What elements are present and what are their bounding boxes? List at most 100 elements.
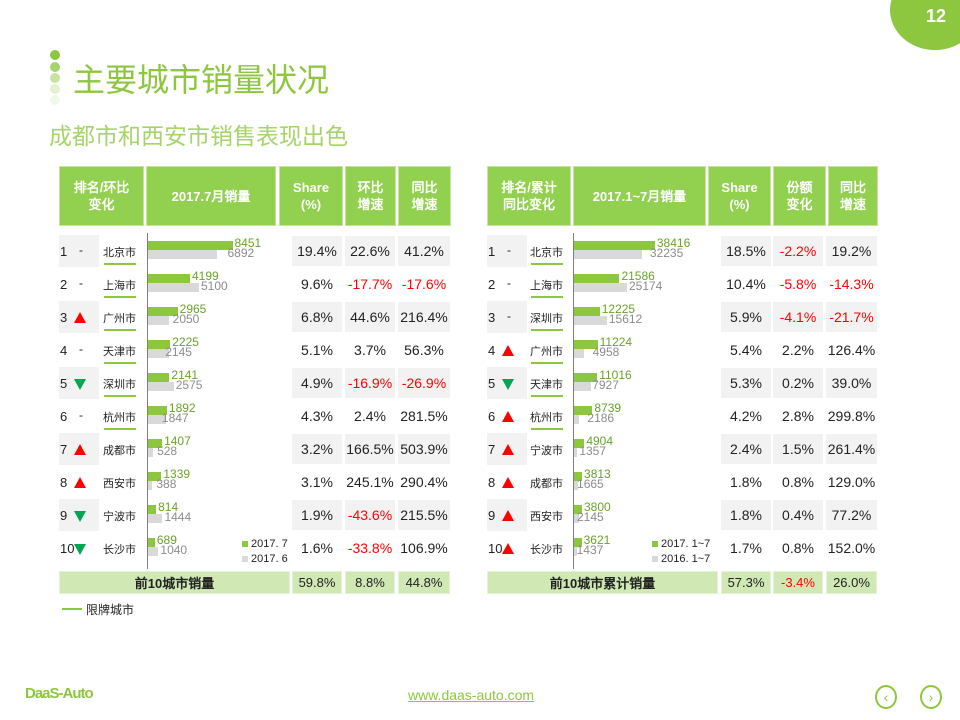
rank-header: 排名/环比 变化 bbox=[59, 166, 144, 226]
c1-cell: -33.8% bbox=[347, 540, 393, 556]
value-previous: 1847 bbox=[161, 411, 189, 425]
c2-cell: 299.8% bbox=[827, 408, 876, 424]
c2-cell: 41.2% bbox=[398, 236, 450, 266]
legend-label: 2017. 1~7 bbox=[661, 538, 711, 550]
no-change-dash-icon: - bbox=[79, 408, 83, 422]
bar-previous bbox=[574, 283, 627, 292]
share-cell: 4.2% bbox=[730, 408, 762, 424]
bar-current bbox=[148, 241, 233, 250]
c2-cell: 503.9% bbox=[398, 434, 450, 464]
bar-current bbox=[574, 307, 600, 316]
c1-cell: -17.7% bbox=[347, 276, 393, 292]
city-name: 杭州市 bbox=[103, 412, 136, 424]
share-cell: 1.8% bbox=[730, 474, 762, 490]
bar-previous bbox=[148, 382, 174, 391]
value-previous: 1437 bbox=[576, 543, 604, 557]
bar-previous bbox=[574, 547, 578, 556]
no-change-dash-icon: - bbox=[507, 243, 511, 257]
bar-current bbox=[574, 274, 620, 283]
sales-header: 2017.7月销量 bbox=[146, 166, 276, 226]
value-current: 11016 bbox=[599, 368, 632, 382]
rank-number: 1 bbox=[488, 244, 496, 259]
share-header: Share (%) bbox=[279, 166, 343, 226]
limited-city-underline bbox=[104, 263, 136, 265]
rank-number: 8 bbox=[488, 475, 496, 490]
bullet-dot-icon bbox=[50, 50, 60, 60]
rank-number: 4 bbox=[60, 343, 68, 358]
rank-number: 2 bbox=[488, 277, 496, 292]
value-current: 2225 bbox=[172, 335, 199, 349]
legend-label: 2017. 6 bbox=[251, 553, 288, 565]
arrow-up-icon bbox=[502, 345, 514, 356]
bar-previous bbox=[574, 448, 577, 457]
city-name: 上海市 bbox=[103, 280, 136, 292]
value-current: 38416 bbox=[656, 236, 691, 250]
share-cell: 9.6% bbox=[301, 276, 333, 292]
no-change-dash-icon: - bbox=[79, 276, 83, 290]
value-previous: 2575 bbox=[175, 378, 203, 392]
total-c2: 44.8% bbox=[398, 571, 450, 594]
city-name: 长沙市 bbox=[530, 544, 563, 556]
bar-previous bbox=[148, 250, 217, 259]
arrow-down-icon bbox=[74, 544, 86, 555]
share-cell: 1.7% bbox=[730, 540, 762, 556]
value-current: 3800 bbox=[584, 500, 611, 514]
bar-current bbox=[574, 406, 593, 415]
c1-cell: 0.2% bbox=[773, 368, 823, 398]
value-current: 1407 bbox=[164, 434, 191, 448]
value-current: 2141 bbox=[171, 368, 199, 382]
website-link[interactable]: www.daas-auto.com bbox=[408, 687, 535, 703]
city-name: 西安市 bbox=[103, 478, 136, 490]
share-cell: 18.5% bbox=[721, 236, 771, 266]
rank-number: 4 bbox=[488, 343, 496, 358]
share-cell: 2.4% bbox=[721, 434, 771, 464]
bar-previous bbox=[574, 349, 585, 358]
value-previous: 1357 bbox=[579, 444, 607, 458]
bar-current bbox=[574, 373, 598, 382]
city-name: 深圳市 bbox=[530, 313, 563, 325]
c1-cell: 166.5% bbox=[345, 434, 395, 464]
no-change-dash-icon: - bbox=[79, 342, 83, 356]
c2-cell: 19.2% bbox=[826, 236, 877, 266]
value-current: 814 bbox=[158, 500, 179, 514]
prev-page-button[interactable]: ‹ bbox=[875, 685, 897, 709]
share-cell: 3.1% bbox=[301, 474, 333, 490]
limited-city-underline bbox=[104, 296, 136, 298]
total-share: 59.8% bbox=[292, 571, 342, 594]
bar-current bbox=[148, 406, 167, 415]
rank-cell-bg bbox=[59, 235, 99, 267]
city-name: 上海市 bbox=[530, 280, 563, 292]
bar-current bbox=[148, 505, 157, 514]
share-cell: 4.3% bbox=[301, 408, 333, 424]
c2-cell: 261.4% bbox=[826, 434, 877, 464]
bar-current bbox=[574, 241, 655, 250]
limited-city-underline bbox=[531, 263, 563, 265]
bar-current bbox=[148, 340, 171, 349]
c2-cell: 281.5% bbox=[400, 408, 448, 424]
c1-cell: 0.8% bbox=[782, 474, 814, 490]
value-current: 11224 bbox=[599, 335, 633, 349]
chart-axis bbox=[147, 233, 148, 569]
c1-cell: -4.1% bbox=[773, 302, 823, 332]
share-cell: 5.9% bbox=[721, 302, 771, 332]
rank-cell-bg bbox=[487, 301, 527, 333]
legend-swatch-previous bbox=[242, 556, 248, 562]
c2-cell: -21.7% bbox=[826, 302, 877, 332]
rank-number: 2 bbox=[60, 277, 68, 292]
share-cell: 5.1% bbox=[301, 342, 333, 358]
no-change-dash-icon: - bbox=[507, 276, 511, 290]
c1-cell: 3.7% bbox=[354, 342, 386, 358]
chevron-left-icon: ‹ bbox=[883, 689, 889, 705]
limited-city-underline bbox=[104, 329, 136, 331]
bar-previous bbox=[574, 514, 579, 523]
share-cell: 1.9% bbox=[292, 500, 342, 530]
limited-city-underline bbox=[531, 428, 563, 430]
city-name: 广州市 bbox=[530, 346, 563, 358]
bar-previous bbox=[574, 316, 607, 325]
next-page-button[interactable]: › bbox=[920, 685, 942, 709]
legend-previous: 2016. 1~7 bbox=[652, 553, 710, 565]
c2-cell: 152.0% bbox=[827, 540, 876, 556]
page-number-badge: 12 bbox=[890, 0, 960, 50]
legend-current: 2017. 1~7 bbox=[652, 538, 710, 550]
legend-swatch-current bbox=[242, 541, 248, 547]
